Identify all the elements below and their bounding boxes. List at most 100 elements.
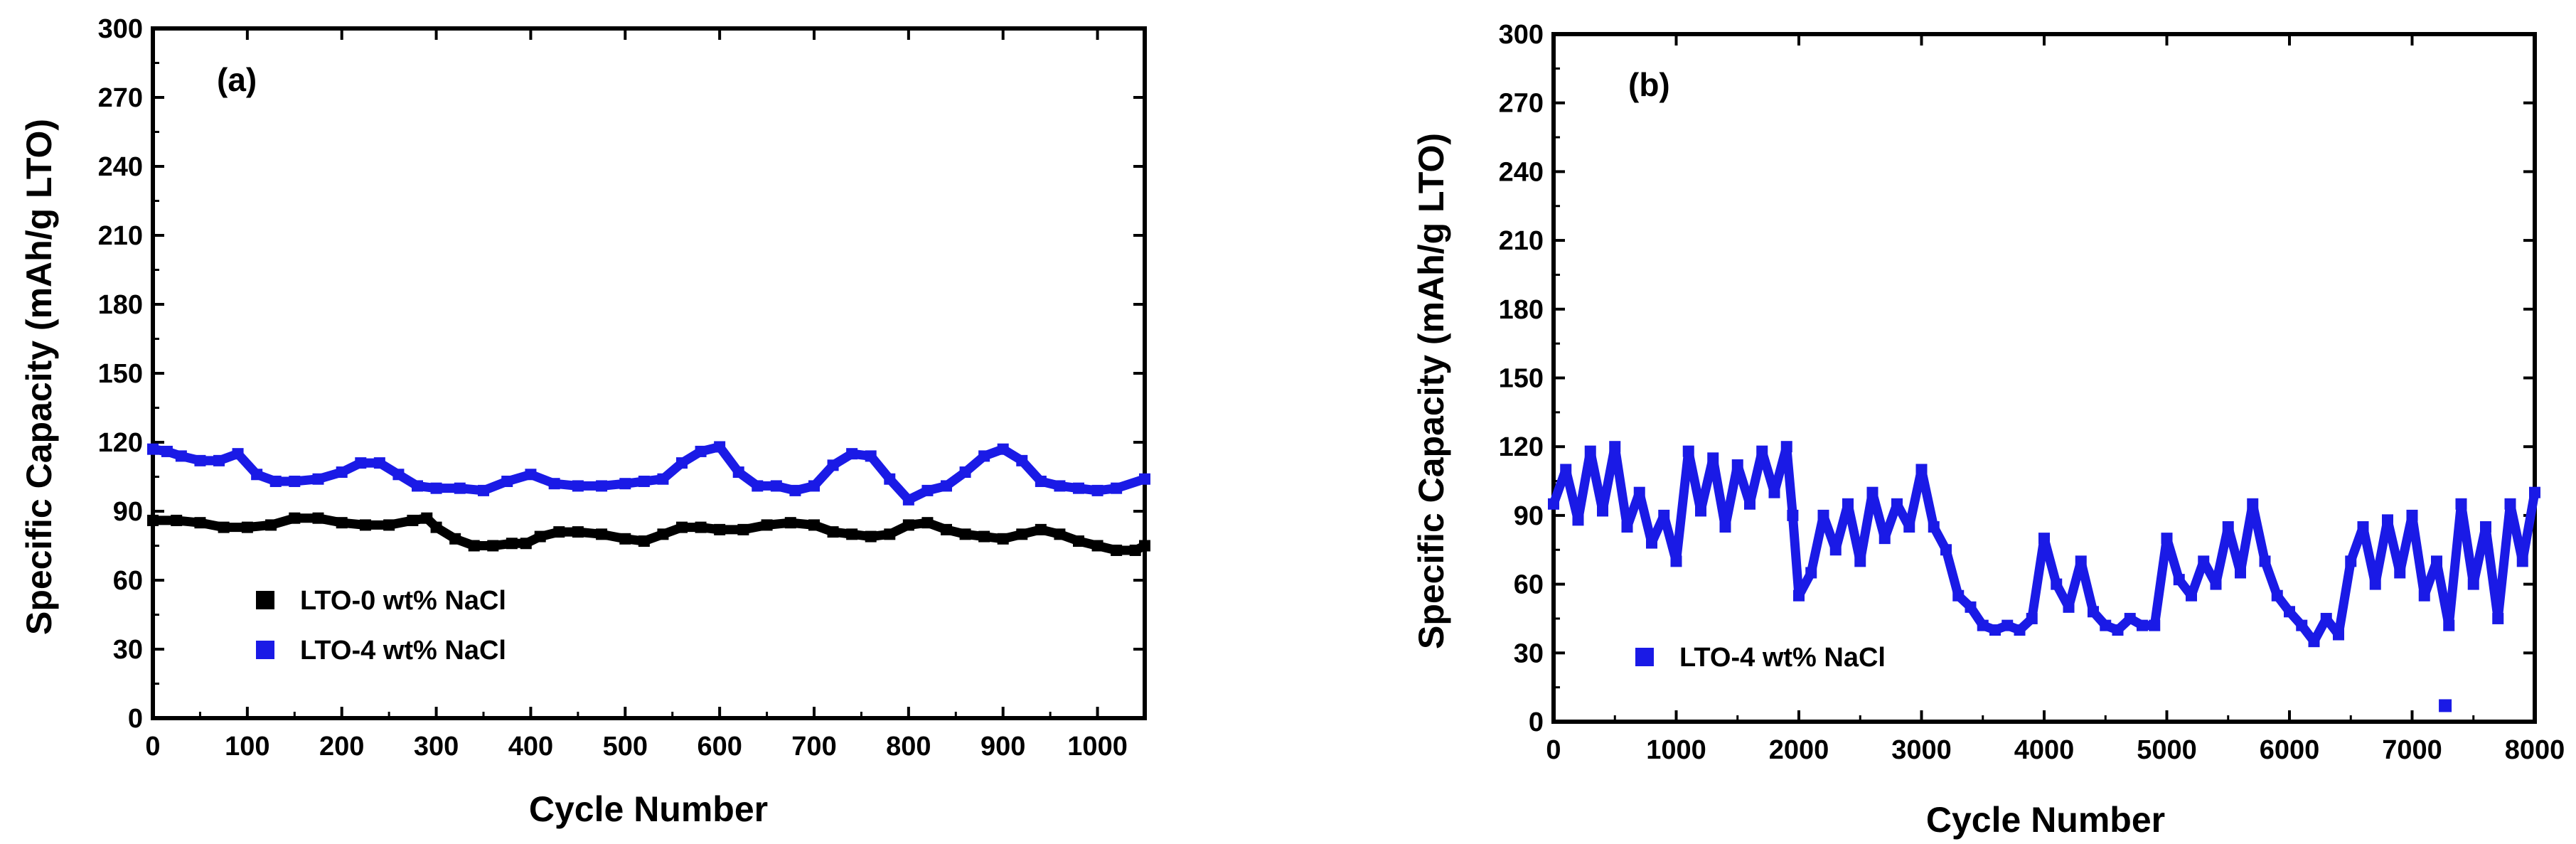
- data-point: [2529, 486, 2540, 498]
- data-point: [355, 457, 367, 469]
- y-tick-label-b: 150: [1499, 364, 1544, 394]
- data-point: [265, 519, 277, 531]
- data-point: [959, 466, 971, 479]
- y-tick-label-b: 210: [1499, 226, 1544, 256]
- data-point: [1073, 482, 1084, 494]
- data-point: [2516, 555, 2528, 567]
- data-point: [1787, 509, 1799, 521]
- data-point: [2259, 555, 2271, 567]
- series-a-0: [147, 512, 1150, 556]
- data-point: [392, 469, 405, 481]
- data-point: [1646, 537, 1657, 549]
- data-point: [572, 480, 584, 492]
- data-point: [2063, 601, 2075, 613]
- data-point: [676, 457, 688, 469]
- data-point: [548, 478, 560, 490]
- x-tick-label-b: 5000: [2137, 735, 2197, 765]
- data-point: [596, 480, 608, 492]
- data-point: [2504, 498, 2516, 510]
- data-point: [1054, 528, 1066, 540]
- data-point: [1903, 521, 1915, 533]
- data-point: [1793, 589, 1805, 602]
- data-point: [2222, 521, 2234, 533]
- data-point: [194, 454, 206, 466]
- legend-marker: [1635, 648, 1654, 666]
- data-point: [732, 466, 744, 479]
- data-point: [2051, 578, 2063, 590]
- y-tick-label-b: 300: [1499, 20, 1544, 50]
- y-tick-label-a: 180: [98, 290, 143, 320]
- data-point: [1695, 505, 1706, 517]
- x-tick-label-a: 0: [145, 732, 160, 762]
- legend-b: LTO-4 wt% NaCl: [1635, 643, 1886, 673]
- data-point: [430, 482, 442, 494]
- data-point: [2124, 612, 2136, 624]
- data-point: [147, 514, 159, 526]
- data-point: [1915, 464, 1928, 476]
- x-tick-label-a: 600: [697, 732, 742, 762]
- data-point: [1744, 498, 1755, 510]
- x-tick-label-b: 6000: [2260, 735, 2320, 765]
- data-point: [312, 473, 324, 485]
- legend-label: LTO-4 wt% NaCl: [1679, 643, 1886, 673]
- data-point: [827, 526, 839, 538]
- data-point: [487, 540, 499, 552]
- data-point: [959, 528, 971, 540]
- data-point: [714, 441, 726, 453]
- data-point: [1719, 521, 1731, 533]
- x-tick-label-a: 800: [886, 732, 931, 762]
- data-point: [2002, 619, 2014, 631]
- data-point: [1111, 482, 1123, 494]
- data-point: [1035, 523, 1047, 535]
- data-point: [752, 480, 764, 492]
- data-point: [1854, 555, 1866, 567]
- data-point: [638, 475, 650, 487]
- data-point: [1597, 505, 1608, 517]
- data-point: [2443, 619, 2455, 631]
- legend-marker: [256, 641, 274, 659]
- data-point: [161, 445, 173, 457]
- data-point: [421, 512, 433, 524]
- data-point: [1952, 589, 1965, 602]
- data-point: [175, 450, 187, 462]
- data-point: [1756, 445, 1768, 457]
- data-point: [714, 523, 726, 535]
- data-point: [2382, 514, 2393, 526]
- data-point: [520, 538, 532, 550]
- data-point: [251, 469, 263, 481]
- data-point: [2394, 567, 2406, 579]
- data-point: [2271, 589, 2283, 602]
- y-axis-title-a: Specific Capacity (mAh/g LTO): [19, 119, 59, 635]
- data-point: [884, 528, 896, 540]
- data-point: [1805, 567, 1817, 579]
- data-point: [2038, 533, 2050, 545]
- data-point: [1139, 540, 1150, 552]
- x-tick-label-a: 100: [225, 732, 269, 762]
- legend-marker: [256, 591, 274, 609]
- data-point: [1658, 509, 1670, 521]
- outlier-point: [2439, 699, 2452, 712]
- data-point: [596, 528, 608, 540]
- x-tick-label-b: 8000: [2505, 735, 2565, 765]
- data-point: [2198, 555, 2210, 567]
- y-tick-label-b: 0: [1529, 707, 1544, 737]
- legend-label: LTO-4 wt% NaCl: [300, 636, 506, 666]
- data-point: [902, 493, 914, 506]
- data-point: [373, 457, 385, 469]
- y-axis-title-b: Specific Capacity (mAh/g LTO): [1411, 133, 1451, 649]
- y-tick-label-a: 300: [98, 14, 143, 44]
- y-tick-label-a: 30: [113, 635, 143, 665]
- data-point: [1707, 452, 1719, 464]
- data-point: [997, 533, 1009, 545]
- data-point: [218, 521, 230, 533]
- data-point: [1091, 540, 1103, 552]
- data-point: [1780, 441, 1792, 453]
- data-point: [997, 443, 1009, 455]
- data-point: [2357, 521, 2369, 533]
- x-tick-label-a: 700: [791, 732, 836, 762]
- x-tick-label-b: 7000: [2382, 735, 2442, 765]
- data-point: [359, 519, 371, 531]
- data-point: [312, 512, 324, 524]
- data-point: [761, 519, 773, 531]
- data-point: [846, 528, 858, 540]
